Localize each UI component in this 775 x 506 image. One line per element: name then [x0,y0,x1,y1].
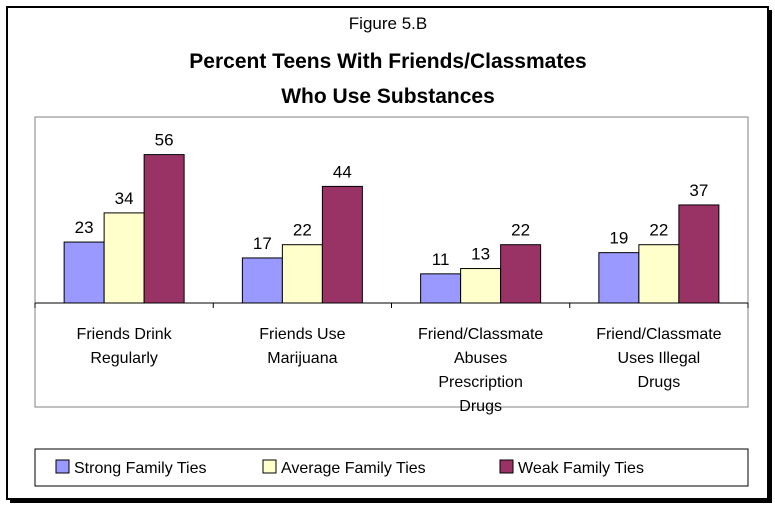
legend-label: Strong Family Ties [74,460,206,477]
bar-average-2 [460,268,502,304]
category-label: Prescription [438,374,522,391]
value-label: 56 [155,131,174,150]
legend-label: Weak Family Ties [518,460,644,477]
value-labels-group: 23 34 56 17 22 44 11 13 22 19 22 37 [75,131,709,269]
bar-strong-3 [598,252,640,304]
category-label: Regularly [90,350,158,367]
value-label: 44 [333,162,352,181]
outer-shadow-bottom [10,499,772,503]
value-label: 13 [471,245,490,264]
bar-average-3 [638,244,680,304]
value-label: 23 [75,218,94,237]
chart-title-line-2: Who Use Substances [281,85,495,108]
category-label: Abuses [454,350,507,367]
category-label: Friend/Classmate [596,326,721,343]
chart-title-line-1: Percent Teens With Friends/Classmates [189,50,586,73]
value-label: 19 [609,229,628,248]
category-labels-group: Friends Drink Regularly Friends Use Marijua… [77,326,722,415]
value-label: 34 [115,189,134,208]
bar-weak-1 [321,185,363,304]
legend-label: Average Family Ties [281,460,426,477]
bar-weak-2 [500,244,542,304]
value-label: 17 [253,234,272,253]
bars-group [63,154,720,304]
category-label: Drugs [459,398,502,415]
bar-strong-0 [63,241,105,304]
value-label: 11 [432,250,450,269]
value-label: 22 [649,221,668,240]
value-label: 22 [293,221,312,240]
category-label: Friends Use [259,326,345,343]
bar-weak-0 [143,154,185,304]
bar-strong-1 [241,257,283,304]
value-label: 22 [511,221,530,240]
category-label: Marijuana [267,350,337,367]
bar-average-1 [281,244,323,304]
category-label: Uses Illegal [618,350,701,367]
value-label: 37 [689,181,708,200]
figure-label: Figure 5.B [349,14,427,33]
x-axis-ticks [34,303,749,308]
legend: Strong Family Ties Average Family Ties Wea… [55,459,644,477]
category-label: Friends Drink [77,326,173,343]
bar-average-0 [103,212,145,304]
outer-shadow-right [768,10,772,502]
category-label: Drugs [638,374,681,391]
legend-swatch [499,459,514,474]
legend-swatch [262,459,277,474]
legend-swatch [55,459,70,474]
bar-weak-3 [678,204,720,304]
legend-box [34,448,749,487]
category-label: Friend/Classmate [418,326,543,343]
bar-strong-2 [420,273,462,304]
